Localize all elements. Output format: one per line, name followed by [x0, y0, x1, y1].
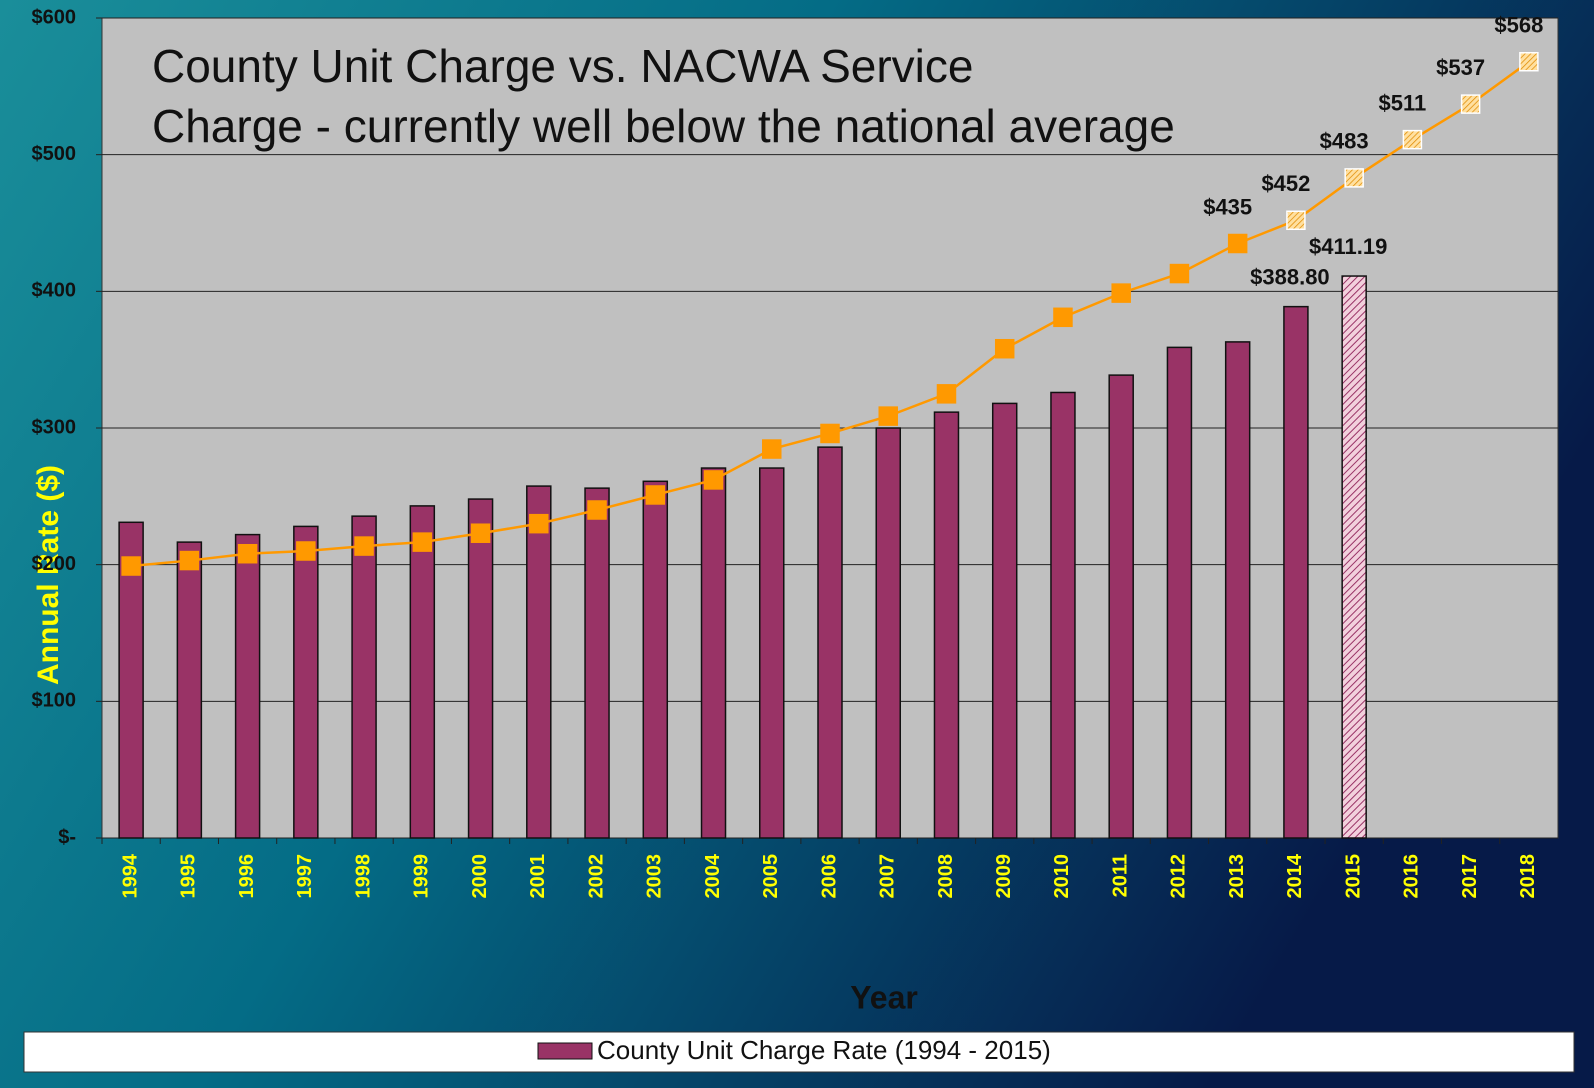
marker	[121, 556, 141, 576]
bar	[817, 446, 843, 839]
data-label: $537	[1436, 55, 1485, 80]
x-tick-label: 2008	[935, 854, 957, 899]
x-tick-label: 2011	[1109, 854, 1131, 897]
x-tick-label: 2007	[877, 854, 899, 899]
marker	[703, 470, 724, 490]
marker	[1286, 210, 1306, 231]
bar	[759, 467, 785, 839]
y-tick-label: $500	[32, 143, 77, 165]
bar	[234, 533, 261, 839]
bar	[584, 487, 610, 839]
marker	[412, 532, 433, 552]
data-label: $511	[1379, 90, 1427, 115]
marker	[994, 338, 1015, 359]
x-tick-label: 1999	[411, 854, 433, 899]
marker	[1519, 51, 1539, 72]
marker	[1053, 307, 1073, 328]
bar	[1283, 305, 1309, 839]
x-tick-label: 2016	[1401, 854, 1423, 899]
marker	[820, 423, 840, 444]
legend-swatch	[537, 1042, 593, 1060]
x-tick-label: 2009	[993, 854, 1015, 899]
x-tick-label: 2018	[1517, 854, 1539, 899]
data-label: $568	[1494, 13, 1543, 38]
x-tick-label: 1995	[178, 854, 200, 899]
x-tick-label: 2000	[469, 854, 491, 899]
marker	[470, 523, 491, 543]
bar	[1050, 391, 1076, 839]
x-tick-label: 2002	[585, 854, 607, 899]
x-tick-label: 2014	[1284, 853, 1306, 898]
x-tick-label: 1994	[119, 853, 141, 898]
marker	[1402, 129, 1423, 150]
chart-title: Charge - currently well below the nation…	[152, 100, 1175, 152]
marker	[878, 406, 898, 426]
y-tick-label: $-	[58, 826, 76, 848]
y-tick-label: $100	[32, 690, 77, 712]
bar	[1166, 346, 1193, 839]
x-tick-label: 2013	[1226, 854, 1248, 899]
legend-box	[23, 1031, 1575, 1073]
bar	[176, 541, 203, 839]
y-tick-label: $400	[32, 280, 77, 302]
bar	[351, 515, 377, 839]
y-tick-label: $200	[32, 553, 77, 575]
marker	[936, 384, 957, 404]
y-tick-label: $300	[32, 416, 77, 438]
chart-title: County Unit Charge vs. NACWA Service	[152, 40, 973, 92]
x-tick-label: 2017	[1459, 854, 1481, 899]
marker	[1169, 263, 1190, 284]
x-tick-label: 2001	[527, 854, 549, 899]
data-label: $452	[1261, 171, 1310, 196]
bar	[700, 467, 727, 839]
x-tick-label: 1996	[236, 854, 258, 899]
marker	[179, 550, 200, 571]
bar	[409, 505, 436, 839]
data-label: $411.19	[1309, 234, 1387, 259]
x-tick-label: 2005	[760, 854, 782, 899]
x-tick-label: 2015	[1342, 854, 1364, 899]
bar	[933, 411, 960, 839]
data-label: $388.80	[1250, 264, 1330, 289]
x-axis-label: Year	[850, 979, 918, 1015]
marker	[1111, 283, 1131, 303]
legend-label: County Unit Charge Rate (1994 - 2015)	[597, 1035, 1051, 1065]
marker	[296, 541, 316, 561]
marker	[529, 513, 549, 534]
bar	[875, 427, 901, 839]
marker	[1227, 233, 1248, 254]
y-tick-label: $600	[32, 6, 77, 28]
marker	[587, 500, 607, 520]
bar	[293, 525, 319, 839]
marker	[354, 536, 374, 556]
bar	[642, 480, 669, 839]
bar	[1108, 374, 1134, 839]
x-tick-label: 2004	[702, 853, 724, 898]
marker	[1460, 94, 1481, 114]
data-label: $435	[1203, 194, 1252, 219]
x-tick-label: 1998	[352, 854, 374, 899]
bar	[467, 498, 494, 839]
bar	[1341, 275, 1367, 839]
bar	[991, 402, 1018, 839]
bar	[1224, 341, 1251, 839]
x-tick-label: 2012	[1168, 854, 1190, 899]
marker	[762, 439, 782, 459]
x-tick-label: 1997	[294, 854, 316, 899]
marker	[237, 543, 258, 564]
bar	[526, 485, 552, 839]
y-axis-label: Annual Rate ($)	[32, 465, 65, 685]
x-tick-label: 2010	[1051, 854, 1073, 899]
marker	[1344, 168, 1364, 188]
x-tick-label: 2006	[818, 854, 840, 899]
x-tick-label: 2003	[644, 854, 666, 899]
data-label: $483	[1320, 129, 1369, 154]
marker	[645, 485, 666, 505]
